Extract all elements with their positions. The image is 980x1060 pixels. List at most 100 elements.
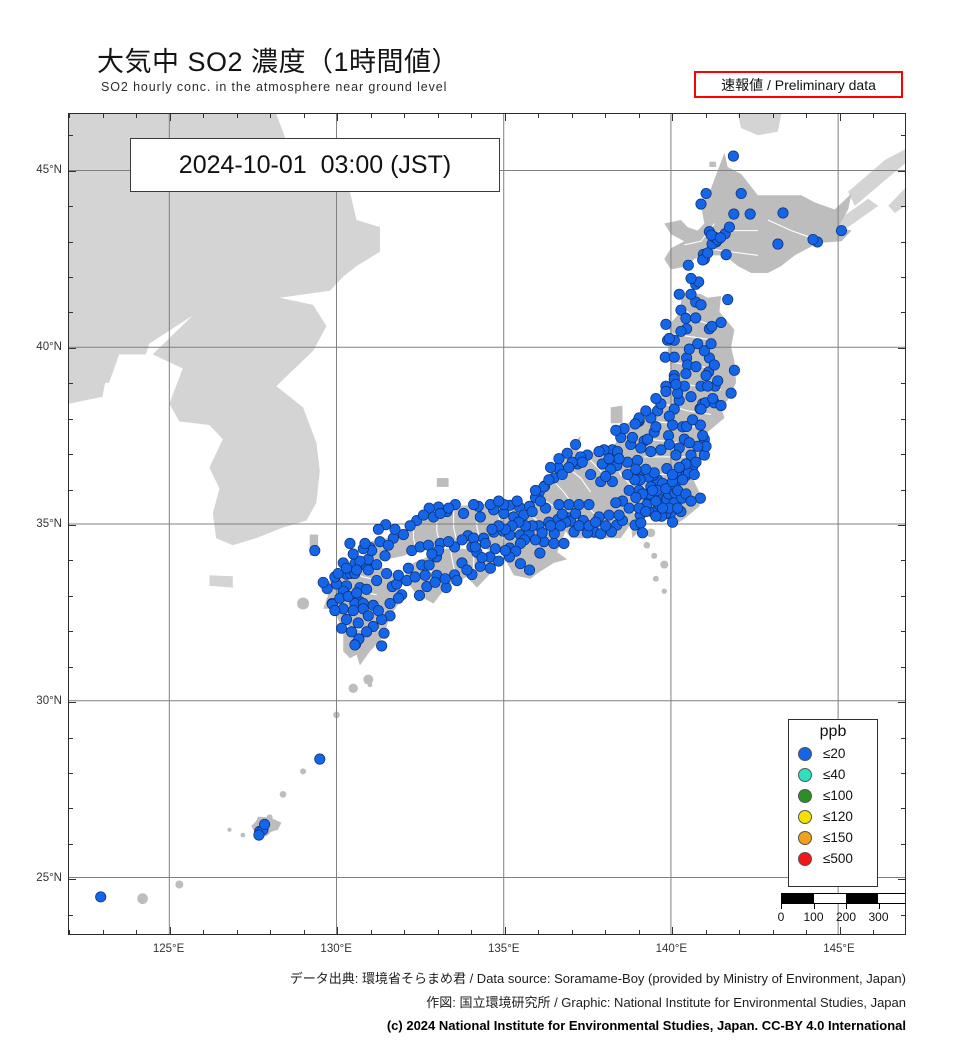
axis-minor-tick <box>69 383 73 385</box>
axis-minor-tick <box>69 631 73 633</box>
axis-minor-tick <box>571 114 573 118</box>
legend-entry: ≤150 <box>789 827 877 848</box>
axis-minor-tick <box>169 114 171 121</box>
axis-minor-tick <box>772 114 774 118</box>
legend-entry-label: ≤120 <box>823 809 853 824</box>
axis-minor-tick <box>236 930 238 934</box>
scale-bar-label: 0 <box>777 910 785 924</box>
axis-minor-tick <box>504 114 506 121</box>
axis-minor-tick <box>471 930 473 934</box>
axis-minor-tick <box>303 930 305 934</box>
axis-minor-tick <box>898 702 905 704</box>
axis-minor-tick <box>705 114 707 118</box>
axis-minor-tick <box>901 666 905 668</box>
axis-minor-tick <box>169 927 171 934</box>
scale-bar-tick <box>813 904 815 909</box>
axis-minor-tick <box>203 930 205 934</box>
axis-minor-tick <box>538 930 540 934</box>
axis-minor-tick <box>203 114 205 118</box>
axis-minor-tick <box>806 114 808 118</box>
axis-minor-tick <box>69 595 73 597</box>
footer-data-source: データ出典: 環境省そらまめ君 / Data source: Soramame-… <box>289 971 906 986</box>
x-tick-label: 125°E <box>152 943 185 955</box>
axis-minor-tick <box>901 454 905 456</box>
footer-copyright: (c) 2024 National Institute for Environm… <box>386 1018 906 1033</box>
axis-minor-tick <box>370 114 372 118</box>
preliminary-data-badge: 速報値 / Preliminary data <box>694 71 903 98</box>
axis-minor-tick <box>69 454 73 456</box>
axis-minor-tick <box>672 114 674 121</box>
axis-minor-tick <box>270 114 272 118</box>
axis-minor-tick <box>901 418 905 420</box>
axis-minor-tick <box>901 241 905 243</box>
axis-minor-tick <box>873 114 875 118</box>
axis-minor-tick <box>901 631 905 633</box>
axis-minor-tick <box>102 114 104 118</box>
axis-minor-tick <box>270 930 272 934</box>
axis-minor-tick <box>901 595 905 597</box>
legend-color-swatch <box>798 746 812 761</box>
scale-bar-tick <box>781 904 782 909</box>
axis-minor-tick <box>638 114 640 118</box>
axis-minor-tick <box>69 560 73 562</box>
axis-minor-tick <box>739 930 741 934</box>
legend-entry-label: ≤150 <box>823 830 853 845</box>
x-tick-label: 135°E <box>488 943 520 955</box>
axis-minor-tick <box>504 927 506 934</box>
axis-minor-tick <box>638 930 640 934</box>
legend-color-swatch <box>798 830 812 845</box>
axis-minor-tick <box>69 702 76 704</box>
axis-minor-tick <box>538 114 540 118</box>
y-tick-label: 25°N <box>36 872 62 885</box>
legend-entry-label: ≤100 <box>823 788 853 803</box>
axis-minor-tick <box>901 808 905 810</box>
axis-minor-tick <box>404 114 406 118</box>
axis-minor-tick <box>69 276 73 278</box>
axis-minor-tick <box>901 276 905 278</box>
axis-minor-tick <box>404 930 406 934</box>
legend-color-swatch <box>798 788 812 803</box>
x-tick-label: 130°E <box>320 943 352 955</box>
scale-bar-ticks <box>781 904 905 909</box>
legend-entry-label: ≤500 <box>823 851 853 866</box>
axis-minor-tick <box>69 525 76 526</box>
axis-minor-tick <box>236 114 238 118</box>
axis-minor-tick <box>806 930 808 934</box>
axis-minor-tick <box>672 927 674 934</box>
axis-minor-tick <box>739 114 741 118</box>
axis-minor-tick <box>898 170 905 172</box>
scale-bar-label: 300 <box>868 910 889 924</box>
axis-minor-tick <box>69 914 73 916</box>
axis-minor-tick <box>901 843 905 845</box>
axis-minor-tick <box>898 879 905 881</box>
scale-bar-label: 100 <box>803 910 824 924</box>
axis-minor-tick <box>69 930 70 934</box>
axis-minor-tick <box>898 347 905 349</box>
y-tick-label: 30°N <box>36 695 62 708</box>
axis-minor-tick <box>69 114 70 118</box>
axis-minor-tick <box>901 489 905 491</box>
legend-entry-label: ≤20 <box>823 746 846 761</box>
axis-minor-tick <box>705 930 707 934</box>
axis-minor-tick <box>605 930 607 934</box>
legend-entry: ≤120 <box>789 806 877 827</box>
scale-bar-segments <box>781 893 905 904</box>
axis-minor-tick <box>437 114 439 118</box>
axis-minor-tick <box>69 135 73 137</box>
legend-color-swatch <box>798 767 812 782</box>
legend-title: ppb <box>819 723 847 740</box>
timestamp-label: 2024-10-01 03:00 (JST) <box>130 138 500 192</box>
y-tick-label: 45°N <box>36 163 62 176</box>
axis-minor-tick <box>901 312 905 314</box>
scale-bar-tick <box>878 904 880 909</box>
axis-minor-tick <box>69 241 73 243</box>
scale-bar-segment <box>878 894 905 903</box>
footer-graphic-credit: 作図: 国立環境研究所 / Graphic: National Institut… <box>426 995 906 1010</box>
legend-entries: ≤20 ≤40 ≤100 ≤120 ≤150 ≤500 <box>789 743 877 869</box>
legend-entry-label: ≤40 <box>823 767 846 782</box>
axis-minor-tick <box>337 114 339 121</box>
axis-minor-tick <box>69 737 73 739</box>
scale-bar-segment <box>782 894 814 903</box>
